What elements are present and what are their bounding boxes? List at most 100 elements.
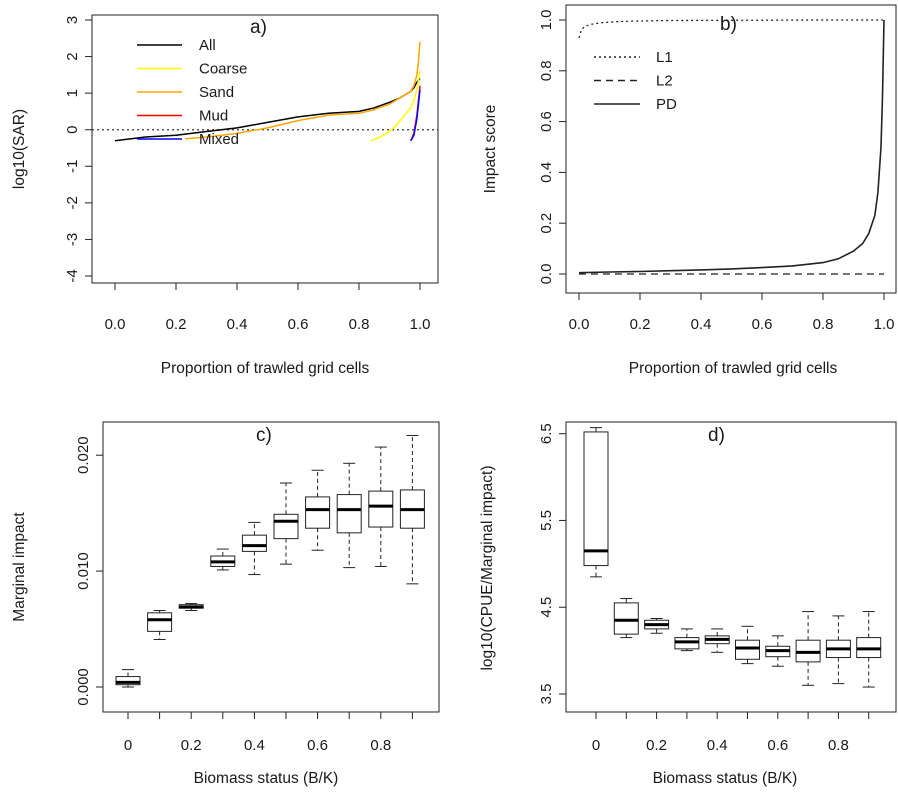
panel-a-legend-label: Mud bbox=[199, 108, 228, 125]
panel-c-box bbox=[147, 610, 173, 640]
panel-c-label: c) bbox=[256, 425, 272, 446]
panel-b-y-tick-label: 1.0 bbox=[538, 10, 555, 31]
panel-b-x-tick-label: 0.4 bbox=[691, 316, 712, 333]
panel-b-x-tick-label: 0.2 bbox=[630, 316, 651, 333]
panel-b-legend: L1 L2 PD bbox=[594, 49, 677, 113]
panel-a-y-tick-label: -3 bbox=[64, 233, 81, 246]
panel-a-x-axis: 0.0 0.2 0.4 0.6 0.8 1.0 bbox=[105, 282, 431, 333]
panel-b-x-axis: 0.0 0.2 0.4 0.6 0.8 1.0 bbox=[569, 292, 894, 333]
panel-a-x-tick-label: 1.0 bbox=[410, 316, 431, 333]
panel-d-box bbox=[644, 618, 670, 634]
panel-b: b) 0.0 0.2 0.4 0.6 0.8 1.0 0.0 0.2 0.4 0.6 0.8 1.0… bbox=[482, 4, 897, 377]
panel-b-x-label: Proportion of trawled grid cells bbox=[629, 360, 838, 377]
panel-d-x-tick-label: 0.6 bbox=[767, 737, 788, 754]
panel-b-y-tick-label: 0.4 bbox=[538, 162, 555, 183]
panel-d-box bbox=[825, 615, 851, 685]
panel-a-legend-label: Coarse bbox=[199, 61, 247, 78]
panel-a-y-tick-label: 2 bbox=[64, 52, 81, 60]
panel-c-x-tick-label: 0.2 bbox=[181, 737, 202, 754]
panel-c-y-label: Marginal impact bbox=[11, 512, 28, 622]
panel-c-frame bbox=[102, 421, 440, 713]
panel-d-box bbox=[613, 598, 639, 639]
panel-d-y-tick-label: 4.5 bbox=[538, 597, 555, 618]
panel-c-y-tick-label: 0.000 bbox=[75, 668, 92, 706]
panel-b-series-pd bbox=[578, 19, 885, 274]
panel-b-plot-area bbox=[578, 19, 885, 275]
box-iqr bbox=[273, 513, 299, 540]
panel-a-y-tick-label: 3 bbox=[64, 16, 81, 24]
box-iqr bbox=[735, 639, 760, 660]
panel-b-legend-label: L1 bbox=[656, 49, 673, 66]
panel-d-box bbox=[674, 628, 700, 652]
panel-b-series-l1 bbox=[578, 19, 884, 38]
panel-c-box bbox=[178, 603, 204, 611]
panel-c-box bbox=[115, 669, 141, 688]
panel-a-x-tick-label: 0.0 bbox=[105, 316, 126, 333]
panel-d-x-label: Biomass status (B/K) bbox=[653, 770, 798, 787]
panel-c-y-tick-label: 0.020 bbox=[75, 436, 92, 474]
panel-a-x-tick-label: 0.4 bbox=[227, 316, 248, 333]
panel-a-y-tick-label: 0 bbox=[64, 126, 81, 134]
panel-a-legend-label: Mixed bbox=[199, 131, 239, 148]
panel-a-x-tick-label: 0.2 bbox=[166, 316, 187, 333]
panel-a-x-tick-label: 0.6 bbox=[288, 316, 309, 333]
panel-a-y-tick-label: -4 bbox=[64, 269, 81, 282]
panel-a-series-mixed bbox=[410, 89, 421, 142]
panel-d-box bbox=[856, 611, 882, 688]
box-iqr bbox=[336, 494, 362, 534]
panel-d-y-tick-label: 6.5 bbox=[538, 423, 555, 444]
box-iqr bbox=[241, 534, 267, 552]
panel-d-box bbox=[795, 611, 821, 686]
panel-d-box bbox=[583, 427, 609, 578]
panel-a-y-tick-label: 1 bbox=[64, 89, 81, 97]
panel-a-x-label: Proportion of trawled grid cells bbox=[161, 360, 370, 377]
panel-b-x-tick-label: 0.8 bbox=[813, 316, 834, 333]
panel-c-box bbox=[399, 434, 425, 585]
panel-c-box bbox=[273, 482, 299, 565]
panel-d-x-tick-label: 0.2 bbox=[646, 737, 667, 754]
box-iqr bbox=[583, 431, 609, 567]
panel-c-box bbox=[241, 521, 267, 576]
panel-c-box bbox=[210, 548, 236, 571]
panel-b-label: b) bbox=[720, 14, 737, 35]
panel-c-x-axis: 0 0.2 0.4 0.6 0.8 bbox=[124, 711, 413, 754]
panel-c-x-label: Biomass status (B/K) bbox=[194, 770, 339, 787]
panel-d-frame bbox=[565, 421, 897, 713]
panel-c-box bbox=[368, 446, 394, 567]
panel-b-frame bbox=[565, 4, 897, 294]
panel-c-x-tick-label: 0 bbox=[124, 737, 132, 754]
panel-a-y-label: log10(SAR) bbox=[11, 109, 28, 189]
panel-b-legend-label: L2 bbox=[656, 73, 673, 90]
panel-a-frame bbox=[91, 14, 439, 284]
panel-a-series-coarse bbox=[370, 71, 421, 142]
panel-d-box bbox=[735, 625, 760, 665]
panel-d-x-tick-label: 0.8 bbox=[828, 737, 849, 754]
panel-d-y-tick-label: 5.5 bbox=[538, 510, 555, 531]
panel-c-plot-area bbox=[115, 434, 425, 688]
panel-a-label: a) bbox=[250, 17, 267, 38]
panel-a-legend-label: All bbox=[199, 37, 216, 54]
panel-a-y-axis: -4 -3 -2 -1 0 1 2 3 bbox=[64, 16, 93, 283]
panel-b-x-tick-label: 0.6 bbox=[752, 316, 773, 333]
panel-c: c) 0 0.2 0.4 0.6 0.8 0.000 0.010 0.020 Biomass… bbox=[11, 421, 440, 787]
panel-d-plot-area bbox=[583, 427, 882, 688]
panel-b-y-tick-label: 0.2 bbox=[538, 213, 555, 234]
panel-c-x-tick-label: 0.8 bbox=[370, 737, 391, 754]
panel-c-y-tick-label: 0.010 bbox=[75, 552, 92, 590]
panel-c-y-axis: 0.000 0.010 0.020 bbox=[75, 436, 104, 706]
panel-a-plot-area bbox=[92, 41, 438, 142]
panel-d-y-label: log10(CPUE/Marginal impact) bbox=[479, 465, 496, 670]
box-iqr bbox=[613, 602, 639, 635]
panel-d-x-axis: 0 0.2 0.4 0.6 0.8 bbox=[592, 711, 870, 754]
panel-b-y-tick-label: 0.0 bbox=[538, 264, 555, 285]
panel-d-x-tick-label: 0.4 bbox=[707, 737, 728, 754]
panel-c-box bbox=[336, 462, 362, 569]
panel-a-series-sand bbox=[185, 41, 421, 140]
box-iqr bbox=[305, 496, 331, 529]
panel-b-y-tick-label: 0.6 bbox=[538, 111, 555, 132]
panel-d-y-axis: 3.5 4.5 5.5 6.5 bbox=[538, 423, 567, 704]
panel-d-label: d) bbox=[708, 425, 725, 446]
panel-c-x-tick-label: 0.6 bbox=[307, 737, 328, 754]
panel-d-box bbox=[765, 635, 791, 667]
